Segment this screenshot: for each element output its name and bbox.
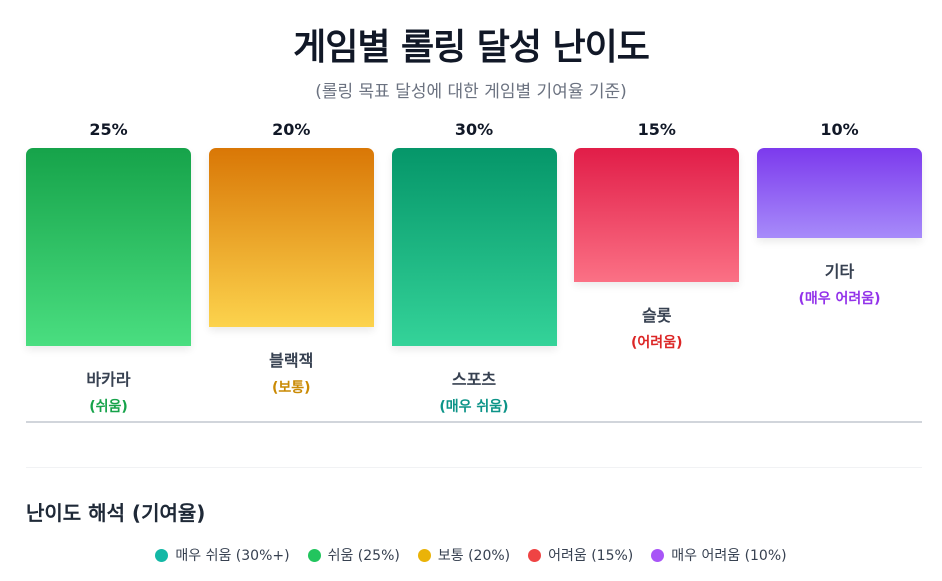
difficulty-label: (어려움) (631, 335, 683, 352)
bar (208, 148, 374, 327)
legend-title: 난이도 해석 (기여율) (26, 501, 206, 525)
legend-item: 보통 (20%) (417, 545, 511, 565)
category-label: 기타 (824, 261, 855, 281)
bar (574, 148, 740, 283)
chart-subtitle: (롤링 목표 달성에 대한 게임별 기여율 기준) (315, 82, 627, 102)
value-label: 10% (820, 120, 859, 139)
legend-dot-icon (155, 548, 169, 562)
difficulty-label: (매우 쉬움) (439, 399, 509, 415)
difficulty-label: (매우 어려움) (798, 290, 881, 307)
bar-chart: 25% 바카라 (쉬움) 20% 블랙잭 (보통) 30% 스포츠 (매우 쉬움) 1… (26, 110, 922, 423)
category-label: 블랙잭 (269, 351, 314, 370)
legend-dot-icon (307, 548, 321, 562)
legend-label: 어려움 (15%) (548, 548, 634, 564)
bar (757, 148, 922, 238)
legend: 매우 쉬움 (30%+) 쉬움 (25%) 보통 (20%) 어려움 (15%)… (0, 545, 942, 565)
bar (26, 148, 191, 346)
chart-title: 게임별 롤링 달성 난이도 (293, 27, 650, 68)
bar (391, 148, 557, 346)
difficulty-label: (쉬움) (89, 399, 128, 415)
value-label: 20% (272, 120, 311, 139)
legend-label: 매우 어려움 (10%) (671, 548, 787, 564)
legend-dot-icon (651, 548, 665, 562)
value-label: 30% (454, 120, 494, 139)
value-label: 25% (89, 120, 128, 139)
difficulty-label: (보통) (271, 380, 311, 396)
legend-label: 쉬움 (25%) (327, 548, 400, 564)
legend-item: 매우 쉬움 (30%+) (155, 545, 290, 565)
baseline (26, 421, 922, 423)
divider (26, 467, 922, 468)
legend-label: 보통 (20%) (437, 548, 511, 564)
legend-dot-icon (528, 548, 542, 562)
category-label: 슬롯 (642, 306, 672, 326)
value-label: 15% (637, 120, 676, 139)
category-label: 스포츠 (451, 370, 497, 389)
legend-item: 매우 어려움 (10%) (651, 545, 787, 565)
legend-label: 매우 쉬움 (30%+) (175, 548, 290, 564)
legend-item: 어려움 (15%) (528, 545, 633, 565)
legend-item: 쉬움 (25%) (307, 545, 400, 565)
legend-dot-icon (417, 548, 431, 562)
category-label: 바카라 (86, 370, 131, 389)
